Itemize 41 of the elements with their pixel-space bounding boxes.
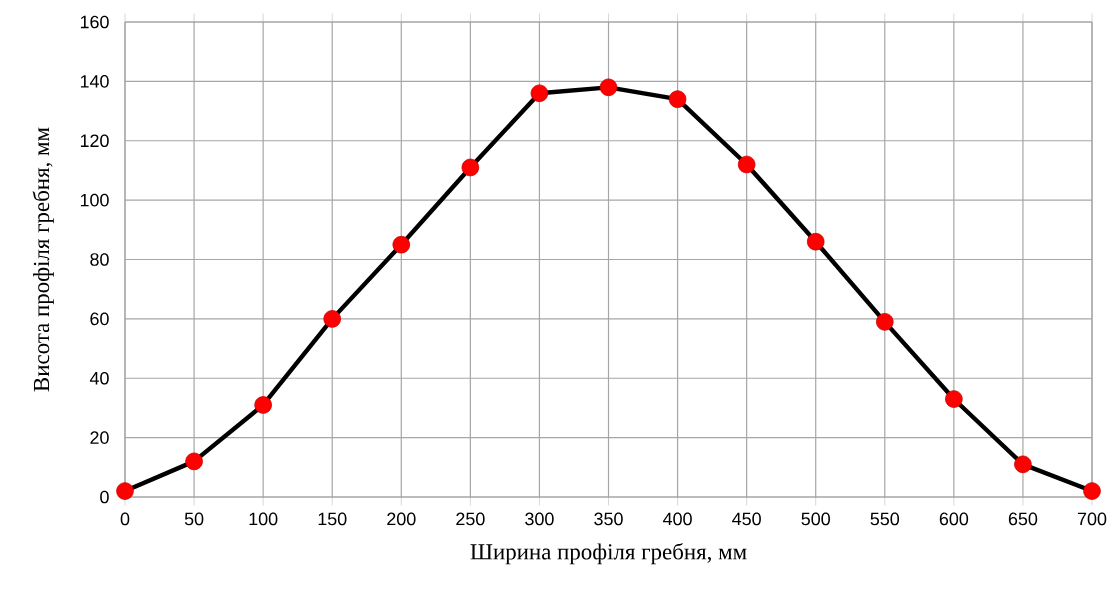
x-tick-label: 650: [1008, 512, 1038, 526]
x-tick-label: 550: [870, 512, 900, 526]
y-tick-label: 160: [80, 15, 109, 29]
point: [737, 155, 756, 174]
point: [392, 235, 411, 254]
x-tick-label: 500: [801, 512, 830, 526]
x-tick-label: 700: [1077, 512, 1107, 526]
point: [323, 310, 341, 328]
x-tick-label: 600: [939, 512, 969, 526]
x-tick-label: 450: [732, 512, 761, 526]
y-tick-label: 20: [90, 431, 109, 444]
y-tick-label: 40: [89, 371, 109, 385]
y-tick-label: 140: [80, 75, 109, 88]
x-tick-label: 0: [120, 512, 130, 526]
x-tick-label: 300: [525, 512, 554, 526]
point: [806, 232, 825, 251]
x-tick-label: 350: [594, 512, 623, 526]
point: [461, 158, 480, 177]
x-tick-label: 50: [184, 512, 204, 526]
point: [876, 313, 894, 331]
y-tick-label: 0: [100, 490, 109, 504]
point: [945, 390, 963, 408]
y-tick-label: 60: [90, 312, 109, 326]
point: [1014, 455, 1032, 474]
x-tick-label: 250: [456, 512, 485, 526]
x-tick-label: 200: [387, 512, 416, 526]
y-tick-label: 120: [80, 134, 109, 148]
point: [185, 452, 203, 471]
point: [1083, 482, 1101, 500]
x-tick-label: 400: [663, 512, 692, 526]
point: [116, 482, 134, 500]
x-axis-title: Ширина профіля гребня, мм: [470, 542, 747, 565]
point: [599, 78, 618, 97]
x-tick-label: 100: [249, 512, 278, 526]
y-axis-title: Висота профіля гребня, мм: [32, 127, 54, 392]
point: [530, 84, 549, 103]
point: [254, 396, 272, 414]
y-tick-label: 100: [80, 193, 109, 207]
point: [668, 90, 687, 108]
y-tick-label: 80: [90, 253, 109, 266]
x-tick-label: 150: [318, 512, 347, 526]
